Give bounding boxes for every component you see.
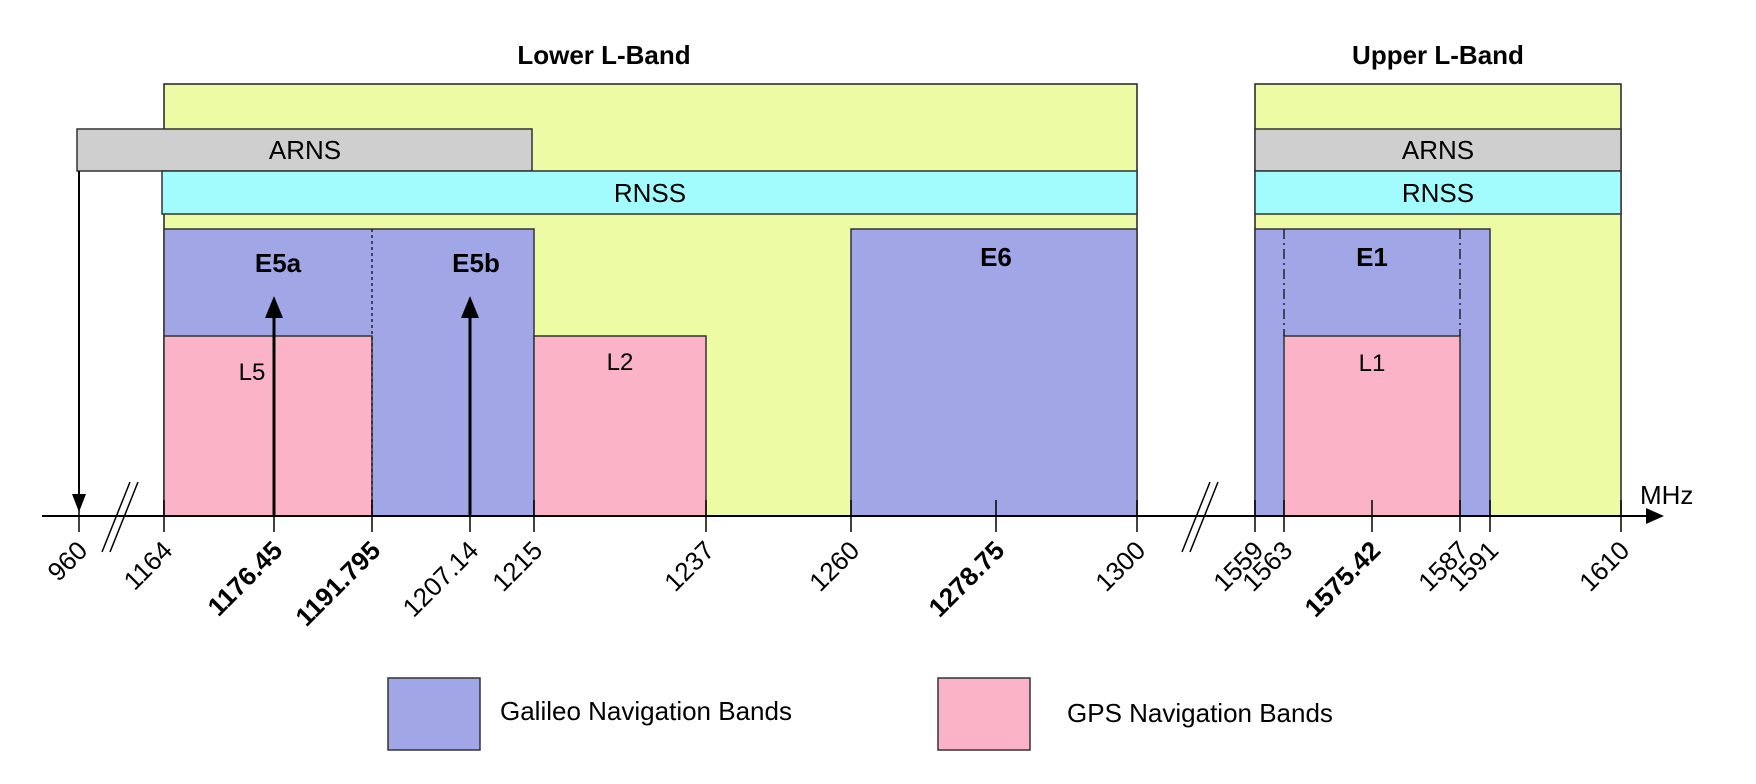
arns-lower-bar <box>76 128 533 172</box>
e6-label: E6 <box>980 242 1012 272</box>
e5a-arrowhead <box>265 296 283 318</box>
rnss-upper-bar <box>1254 170 1622 215</box>
arns-lower-label: ARNS <box>269 135 341 165</box>
e5a-label: E5a <box>255 248 302 278</box>
axis-unit-label: MHz <box>1640 480 1693 510</box>
axis-tick-label: 1610 <box>1573 535 1635 597</box>
axis-tick-label: 1278.75 <box>923 535 1011 623</box>
axis-break-left-2 <box>109 481 139 553</box>
legend-galileo-swatch <box>387 677 481 751</box>
axis-ticks: 960 1164 1176.45 1191.795 1207.14 1215 1237 126… <box>41 500 1635 632</box>
e5b-label: E5b <box>452 248 500 278</box>
axis-tick-label: 1176.45 <box>202 535 289 622</box>
e1-label: E1 <box>1356 242 1388 272</box>
upper-l-band-title: Upper L-Band <box>1352 40 1524 70</box>
lower-l-band-title: Lower L-Band <box>517 40 690 70</box>
axis-tick-label: 1237 <box>658 535 720 597</box>
axis-tick-label: 1164 <box>117 535 178 596</box>
rnss-lower-bar <box>161 170 1138 215</box>
gps-l5-band <box>163 335 373 517</box>
axis-tick-label: 1300 <box>1089 535 1151 597</box>
l5-label: L5 <box>239 359 266 386</box>
l2-label: L2 <box>607 349 634 376</box>
axis-tick-label: 1207.14 <box>397 535 485 623</box>
legend-gps-label: GPS Navigation Bands <box>1067 698 1333 728</box>
legend-gps-swatch <box>937 677 1031 751</box>
rnss-lower-label: RNSS <box>614 178 686 208</box>
axis-tick-label: 1215 <box>486 535 548 597</box>
axis-tick-label: 1575.42 <box>1299 535 1387 623</box>
axis-tick-label: 1260 <box>803 535 865 597</box>
axis-break-right-1 <box>1181 481 1211 553</box>
axis-arrowhead <box>1646 508 1664 524</box>
axis-break-right-2 <box>1189 481 1219 553</box>
l1-label: L1 <box>1359 350 1386 377</box>
arns-upper-label: ARNS <box>1402 135 1474 165</box>
legend-galileo-label: Galileo Navigation Bands <box>500 696 792 726</box>
axis-tick-label: 1191.795 <box>289 535 386 632</box>
rnss-upper-label: RNSS <box>1402 178 1474 208</box>
axis-break-left-1 <box>101 481 131 553</box>
axis-tick-label: 960 <box>41 535 93 587</box>
e5b-arrowhead <box>461 296 479 318</box>
galileo-e6-band <box>850 228 1138 517</box>
gps-l1-band <box>1283 335 1461 517</box>
